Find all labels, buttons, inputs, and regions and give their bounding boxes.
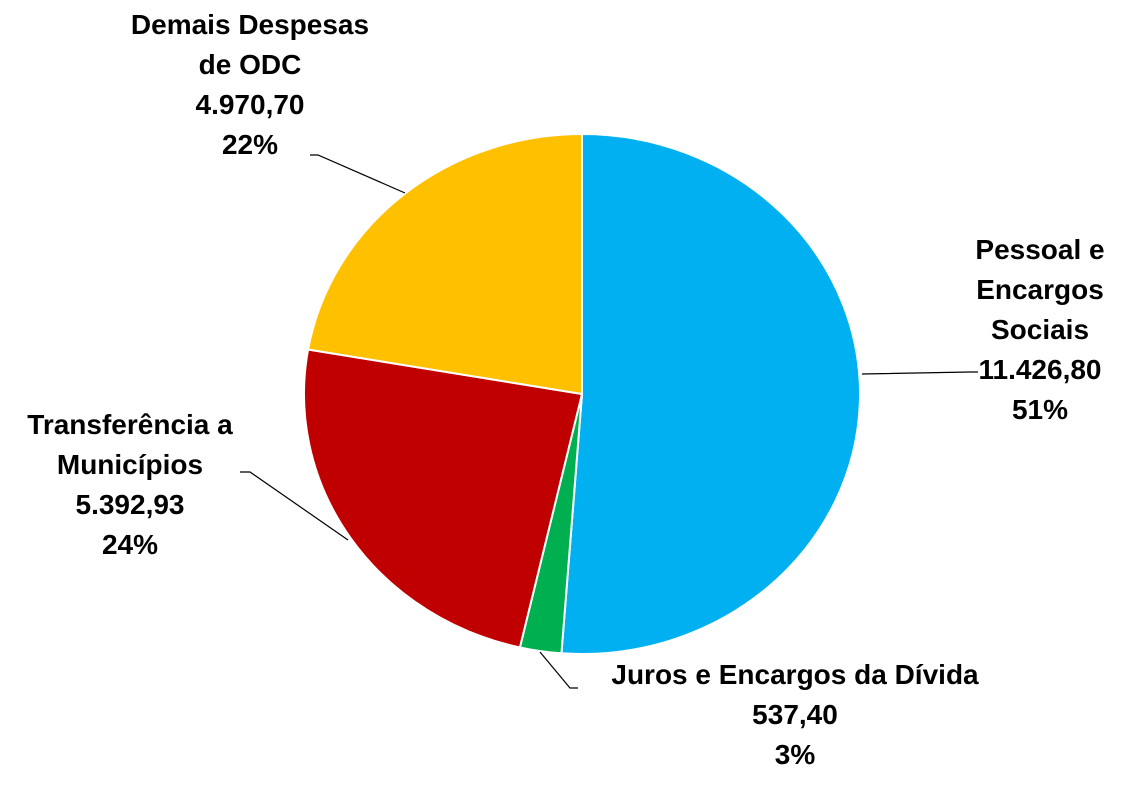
- percentage-label: 51%: [1011, 394, 1069, 425]
- pie-slice: [306, 132, 583, 396]
- leader-line: [861, 371, 978, 375]
- slice-label: Demais Despesas de ODC 4.970,70 22%: [120, 5, 380, 165]
- value-label: 4.970,70: [195, 89, 305, 120]
- value-label: 537,40: [752, 699, 838, 730]
- slice-label: Transferência a Municípios 5.392,93 24%: [0, 405, 260, 565]
- slice-label: Pessoal e Encargos Sociais 11.426,80 51%: [940, 230, 1135, 430]
- category-label: Transferência a Municípios: [27, 409, 233, 480]
- value-label: 5.392,93: [75, 489, 185, 520]
- percentage-label: 3%: [774, 739, 816, 770]
- pie-slice: [303, 348, 584, 649]
- leader-line: [240, 471, 349, 541]
- category-label: Demais Despesas de ODC: [130, 9, 370, 80]
- percentage-label: 24%: [101, 529, 159, 560]
- leader-line: [539, 651, 578, 689]
- pie-slice: [560, 132, 861, 655]
- value-label: 11.426,80: [978, 354, 1102, 385]
- category-label: Pessoal e Encargos Sociais: [975, 234, 1105, 345]
- leader-line: [310, 154, 406, 194]
- percentage-label: 22%: [221, 129, 279, 160]
- category-label: Juros e Encargos da Dívida: [611, 659, 979, 690]
- slice-label: Juros e Encargos da Dívida 537,40 3%: [605, 655, 985, 775]
